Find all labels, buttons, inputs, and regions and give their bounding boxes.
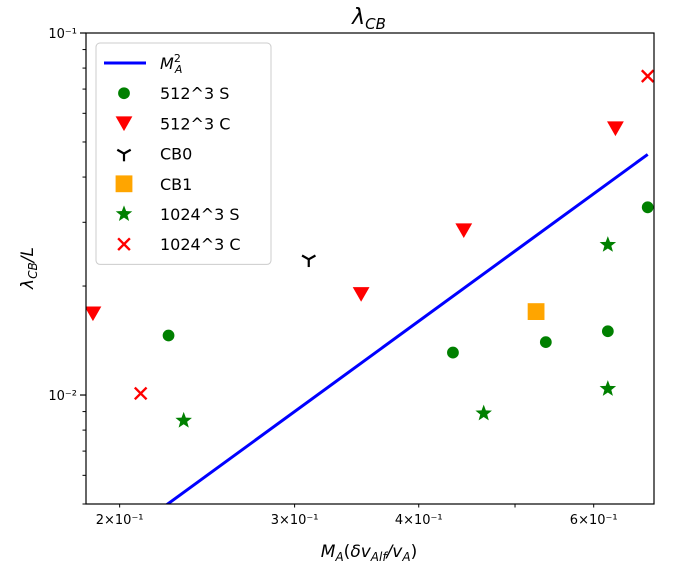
point-s4-3 bbox=[599, 236, 617, 252]
point-s0-4 bbox=[641, 201, 654, 214]
svg-text:M2A: M2 A bbox=[160, 52, 182, 76]
svg-text:λCB: λCB bbox=[351, 5, 386, 33]
svg-text:512^3 S: 512^3 S bbox=[160, 84, 229, 103]
svg-text:512^3 C: 512^3 C bbox=[160, 114, 230, 133]
x-tick-label-2: 4×10⁻¹ bbox=[395, 513, 443, 528]
point-s3-0 bbox=[527, 303, 545, 320]
series-1 bbox=[86, 121, 624, 322]
legend-entry-1: 512^3 C bbox=[115, 114, 230, 133]
point-s1-1 bbox=[352, 287, 370, 302]
plot-frame bbox=[85, 32, 655, 505]
point-s1-2 bbox=[455, 223, 473, 239]
x-tick-label-1: 3×10⁻¹ bbox=[271, 513, 319, 528]
point-s1-0 bbox=[86, 306, 102, 322]
svg-text:1024^3 S: 1024^3 S bbox=[160, 205, 240, 224]
point-s2-0 bbox=[301, 254, 316, 268]
y-axis-label: λCB/L bbox=[18, 247, 40, 290]
model-line bbox=[165, 153, 649, 504]
svg-text:1024^3 C: 1024^3 C bbox=[160, 235, 241, 254]
legend-entry-3: CB1 bbox=[115, 175, 192, 194]
series-4 bbox=[175, 236, 617, 428]
point-s5-0 bbox=[133, 386, 148, 401]
legend: M2 A 512^3 S 512^3 C CB0 CB1 1024^3 S 1024^3 C bbox=[95, 42, 272, 265]
series-3 bbox=[527, 303, 545, 320]
legend-box bbox=[95, 42, 272, 265]
y-tick-label-1: 10⁻² bbox=[48, 389, 77, 404]
series-2 bbox=[301, 254, 316, 268]
point-s4-2 bbox=[599, 380, 617, 396]
point-s4-0 bbox=[175, 411, 192, 428]
x-axis-label: MA(δvAlf/vA) bbox=[321, 542, 417, 564]
point-s0-3 bbox=[601, 325, 614, 338]
chart-title: λCB bbox=[351, 5, 386, 33]
legend-entry-0: 512^3 S bbox=[118, 84, 229, 103]
y-tick-label-0: 10⁻¹ bbox=[48, 27, 77, 42]
series-0 bbox=[162, 201, 654, 359]
point-s0-1 bbox=[447, 346, 459, 359]
point-s0-2 bbox=[539, 336, 552, 348]
point-s0-0 bbox=[162, 329, 175, 342]
legend-entry-2: CB0 bbox=[116, 145, 192, 164]
series-5 bbox=[133, 69, 654, 401]
point-s5-1 bbox=[640, 69, 654, 83]
x-tick-label-3: 6×10⁻¹ bbox=[570, 513, 618, 528]
svg-text:CB0: CB0 bbox=[160, 145, 192, 164]
x-tick-label-0: 2×10⁻¹ bbox=[96, 513, 144, 528]
svg-text:CB1: CB1 bbox=[160, 175, 192, 194]
legend-entry-line: M2 A bbox=[104, 52, 182, 76]
point-s4-1 bbox=[475, 404, 492, 421]
legend-entry-5: 1024^3 C bbox=[117, 235, 241, 254]
point-s1-3 bbox=[607, 121, 624, 137]
legend-entry-4: 1024^3 S bbox=[115, 205, 240, 224]
